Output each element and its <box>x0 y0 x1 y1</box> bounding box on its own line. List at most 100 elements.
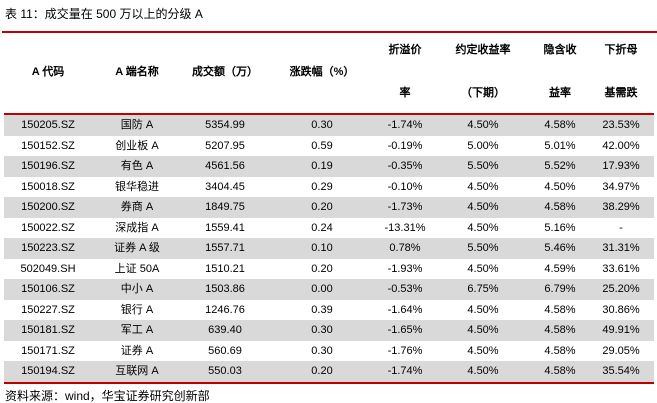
table-cell: 5.01% <box>544 139 576 152</box>
table-row: 150152.SZ 创业板 A 5207.95 0.59 -0.19% 5.00% 5.01… <box>4 136 654 157</box>
table-cell: 38.29% <box>602 201 640 213</box>
table-cell: -0.19% <box>387 139 423 152</box>
header-line: 涨跌幅（%） <box>289 65 355 78</box>
header-line: 约定收益率 <box>455 44 511 56</box>
table-cell: 150171.SZ <box>21 344 75 357</box>
table-cell: 4.50% <box>467 201 499 213</box>
table-cell: 0.19 <box>311 160 333 172</box>
table-title: 表 11：成交量在 500 万以上的分级 A <box>5 7 203 21</box>
table-cell: 5.52% <box>544 160 576 172</box>
table-cell: 0.20 <box>311 262 333 275</box>
table-cell: 创业板 A <box>115 139 159 152</box>
table-cell: 0.24 <box>311 221 333 234</box>
table-cell: 1246.76 <box>205 303 245 316</box>
table-cell: -13.31% <box>384 221 426 234</box>
table-cell: -1.64% <box>387 303 423 316</box>
col-header-turnover: 成交额（万） <box>182 33 268 115</box>
table-cell: 1503.86 <box>205 283 245 295</box>
table-row: 150181.SZ 军工 A 639.40 0.30 -1.65% 4.50% 4.58% 4… <box>4 320 654 341</box>
table-cell: 4.50% <box>467 221 499 234</box>
table-cell: 17.93% <box>602 160 640 172</box>
table-row: 150106.SZ 中小 A 1503.86 0.00 -0.53% 6.75% 6.79%… <box>4 279 654 300</box>
table-cell: 33.61% <box>602 262 640 275</box>
col-header-a-code: A 代码 <box>4 33 92 115</box>
table-cell: 上证 50A <box>114 262 160 275</box>
table-cell: -0.10% <box>387 180 423 193</box>
table-cell: 25.20% <box>602 283 640 295</box>
table-cell: 0.30 <box>311 324 333 336</box>
col-header-a-name: A 端名称 <box>92 33 182 115</box>
table-row: 150223.SZ 证券 A 级 1557.71 0.10 0.78% 5.50% 5.46… <box>4 238 654 259</box>
table-cell: -1.74% <box>376 361 434 384</box>
table-cell: 深成指 A <box>115 221 159 234</box>
divider-top <box>2 31 657 33</box>
table-cell: 150018.SZ <box>21 180 75 193</box>
table-cell: 中小 A <box>120 283 154 295</box>
header-line: 隐含收 <box>543 44 577 56</box>
table-cell: 4561.56 <box>205 160 245 172</box>
graded-a-funds-table: A 代码 A 端名称 成交额（万） 涨跌幅（%） 折溢价率 约定收益率 （下期） <box>4 33 654 384</box>
table-cell: 5.46% <box>544 242 576 254</box>
table-cell: 0.39 <box>311 303 333 316</box>
table-cell: 34.97% <box>602 180 640 193</box>
table-cell: 4.50% <box>467 180 499 193</box>
table-cell: 4.50% <box>544 180 576 193</box>
table-cell: 639.40 <box>208 324 242 336</box>
table-cell: 4.50% <box>467 262 499 275</box>
table-cell: 49.91% <box>602 324 640 336</box>
header-line: 折溢价 <box>388 44 422 56</box>
table-cell: 0.29 <box>311 180 333 193</box>
table-cell: 150022.SZ <box>21 221 75 234</box>
table-cell: -0.53% <box>387 283 423 295</box>
table-cell: 4.58% <box>544 303 576 316</box>
header-line: 成交额（万） <box>192 65 258 78</box>
table-cell: 42.00% <box>602 139 640 152</box>
header-line: A 端名称 <box>115 65 159 78</box>
table-cell: 4.50% <box>467 303 499 316</box>
table-cell: 560.69 <box>208 344 242 357</box>
table-row: 150171.SZ 证券 A 560.69 0.30 -1.76% 4.50% 4.58% 2… <box>4 341 654 362</box>
table-cell: 150200.SZ <box>21 201 75 213</box>
table-cell: 4.58% <box>544 344 576 357</box>
header-row: A 代码 A 端名称 成交额（万） 涨跌幅（%） 折溢价率 约定收益率 （下期） <box>4 33 654 115</box>
header-line: 基需跌 <box>604 87 638 99</box>
table-cell: 150205.SZ <box>21 119 75 131</box>
table-cell: 4.58% <box>544 324 576 336</box>
table-cell: 35.54% <box>588 361 654 384</box>
table-cell: -0.35% <box>387 160 423 172</box>
table-cell: 5.00% <box>467 139 499 152</box>
col-header-agreed-yield: 约定收益率 （下期） <box>434 33 532 115</box>
table-cell: 0.20 <box>268 361 376 384</box>
table-row: 150194.SZ 互联网 A 550.03 0.20 -1.74% 4.50% 4.58%… <box>4 361 654 384</box>
table-row: 150205.SZ 国防 A 5354.99 0.30 -1.74% 4.50% 4.58%… <box>4 114 654 136</box>
col-header-implied-yield: 隐含收 益率 <box>532 33 588 115</box>
table-cell: 4.58% <box>544 119 576 131</box>
table-cell: 4.58% <box>532 361 588 384</box>
table-cell: 550.03 <box>182 361 268 384</box>
table-cell: 4.50% <box>467 119 499 131</box>
table-row: 150196.SZ 有色 A 4561.56 0.19 -0.35% 5.50% 5.52%… <box>4 156 654 177</box>
table-cell: 有色 A <box>120 160 154 172</box>
table-row: 150018.SZ 银华稳进 3404.45 0.29 -0.10% 4.50% 4.50%… <box>4 177 654 198</box>
table-row: 150200.SZ 券商 A 1849.75 0.20 -1.73% 4.50% 4.58%… <box>4 197 654 218</box>
header-line: A 代码 <box>31 65 65 78</box>
table-cell: 5.50% <box>467 242 499 254</box>
table-cell: 5.16% <box>544 221 576 234</box>
table-cell: 150196.SZ <box>21 160 75 172</box>
table-cell: 军工 A <box>120 324 154 336</box>
table-cell: 证券 A <box>120 344 154 357</box>
col-header-change-pct: 涨跌幅（%） <box>268 33 376 115</box>
table-cell: -1.93% <box>387 262 423 275</box>
table-row: 150022.SZ 深成指 A 1559.41 0.24 -13.31% 4.50% 5.1… <box>4 218 654 239</box>
table-cell: 150106.SZ <box>21 283 75 295</box>
table-cell: -1.65% <box>387 324 423 336</box>
header-line: 下折母 <box>604 44 638 56</box>
table-cell: 0.00 <box>311 283 333 295</box>
header-line: （下期） <box>461 87 505 99</box>
table-body: 150205.SZ 国防 A 5354.99 0.30 -1.74% 4.50% 4.58%… <box>4 114 654 384</box>
table-cell: 30.86% <box>602 303 640 316</box>
table-cell: -1.74% <box>387 119 423 131</box>
table-row: 502049.SH 上证 50A 1510.21 0.20 -1.93% 4.50% 4.5… <box>4 259 654 280</box>
table-cell: 31.31% <box>602 242 640 254</box>
table-cell: -1.73% <box>387 201 423 213</box>
